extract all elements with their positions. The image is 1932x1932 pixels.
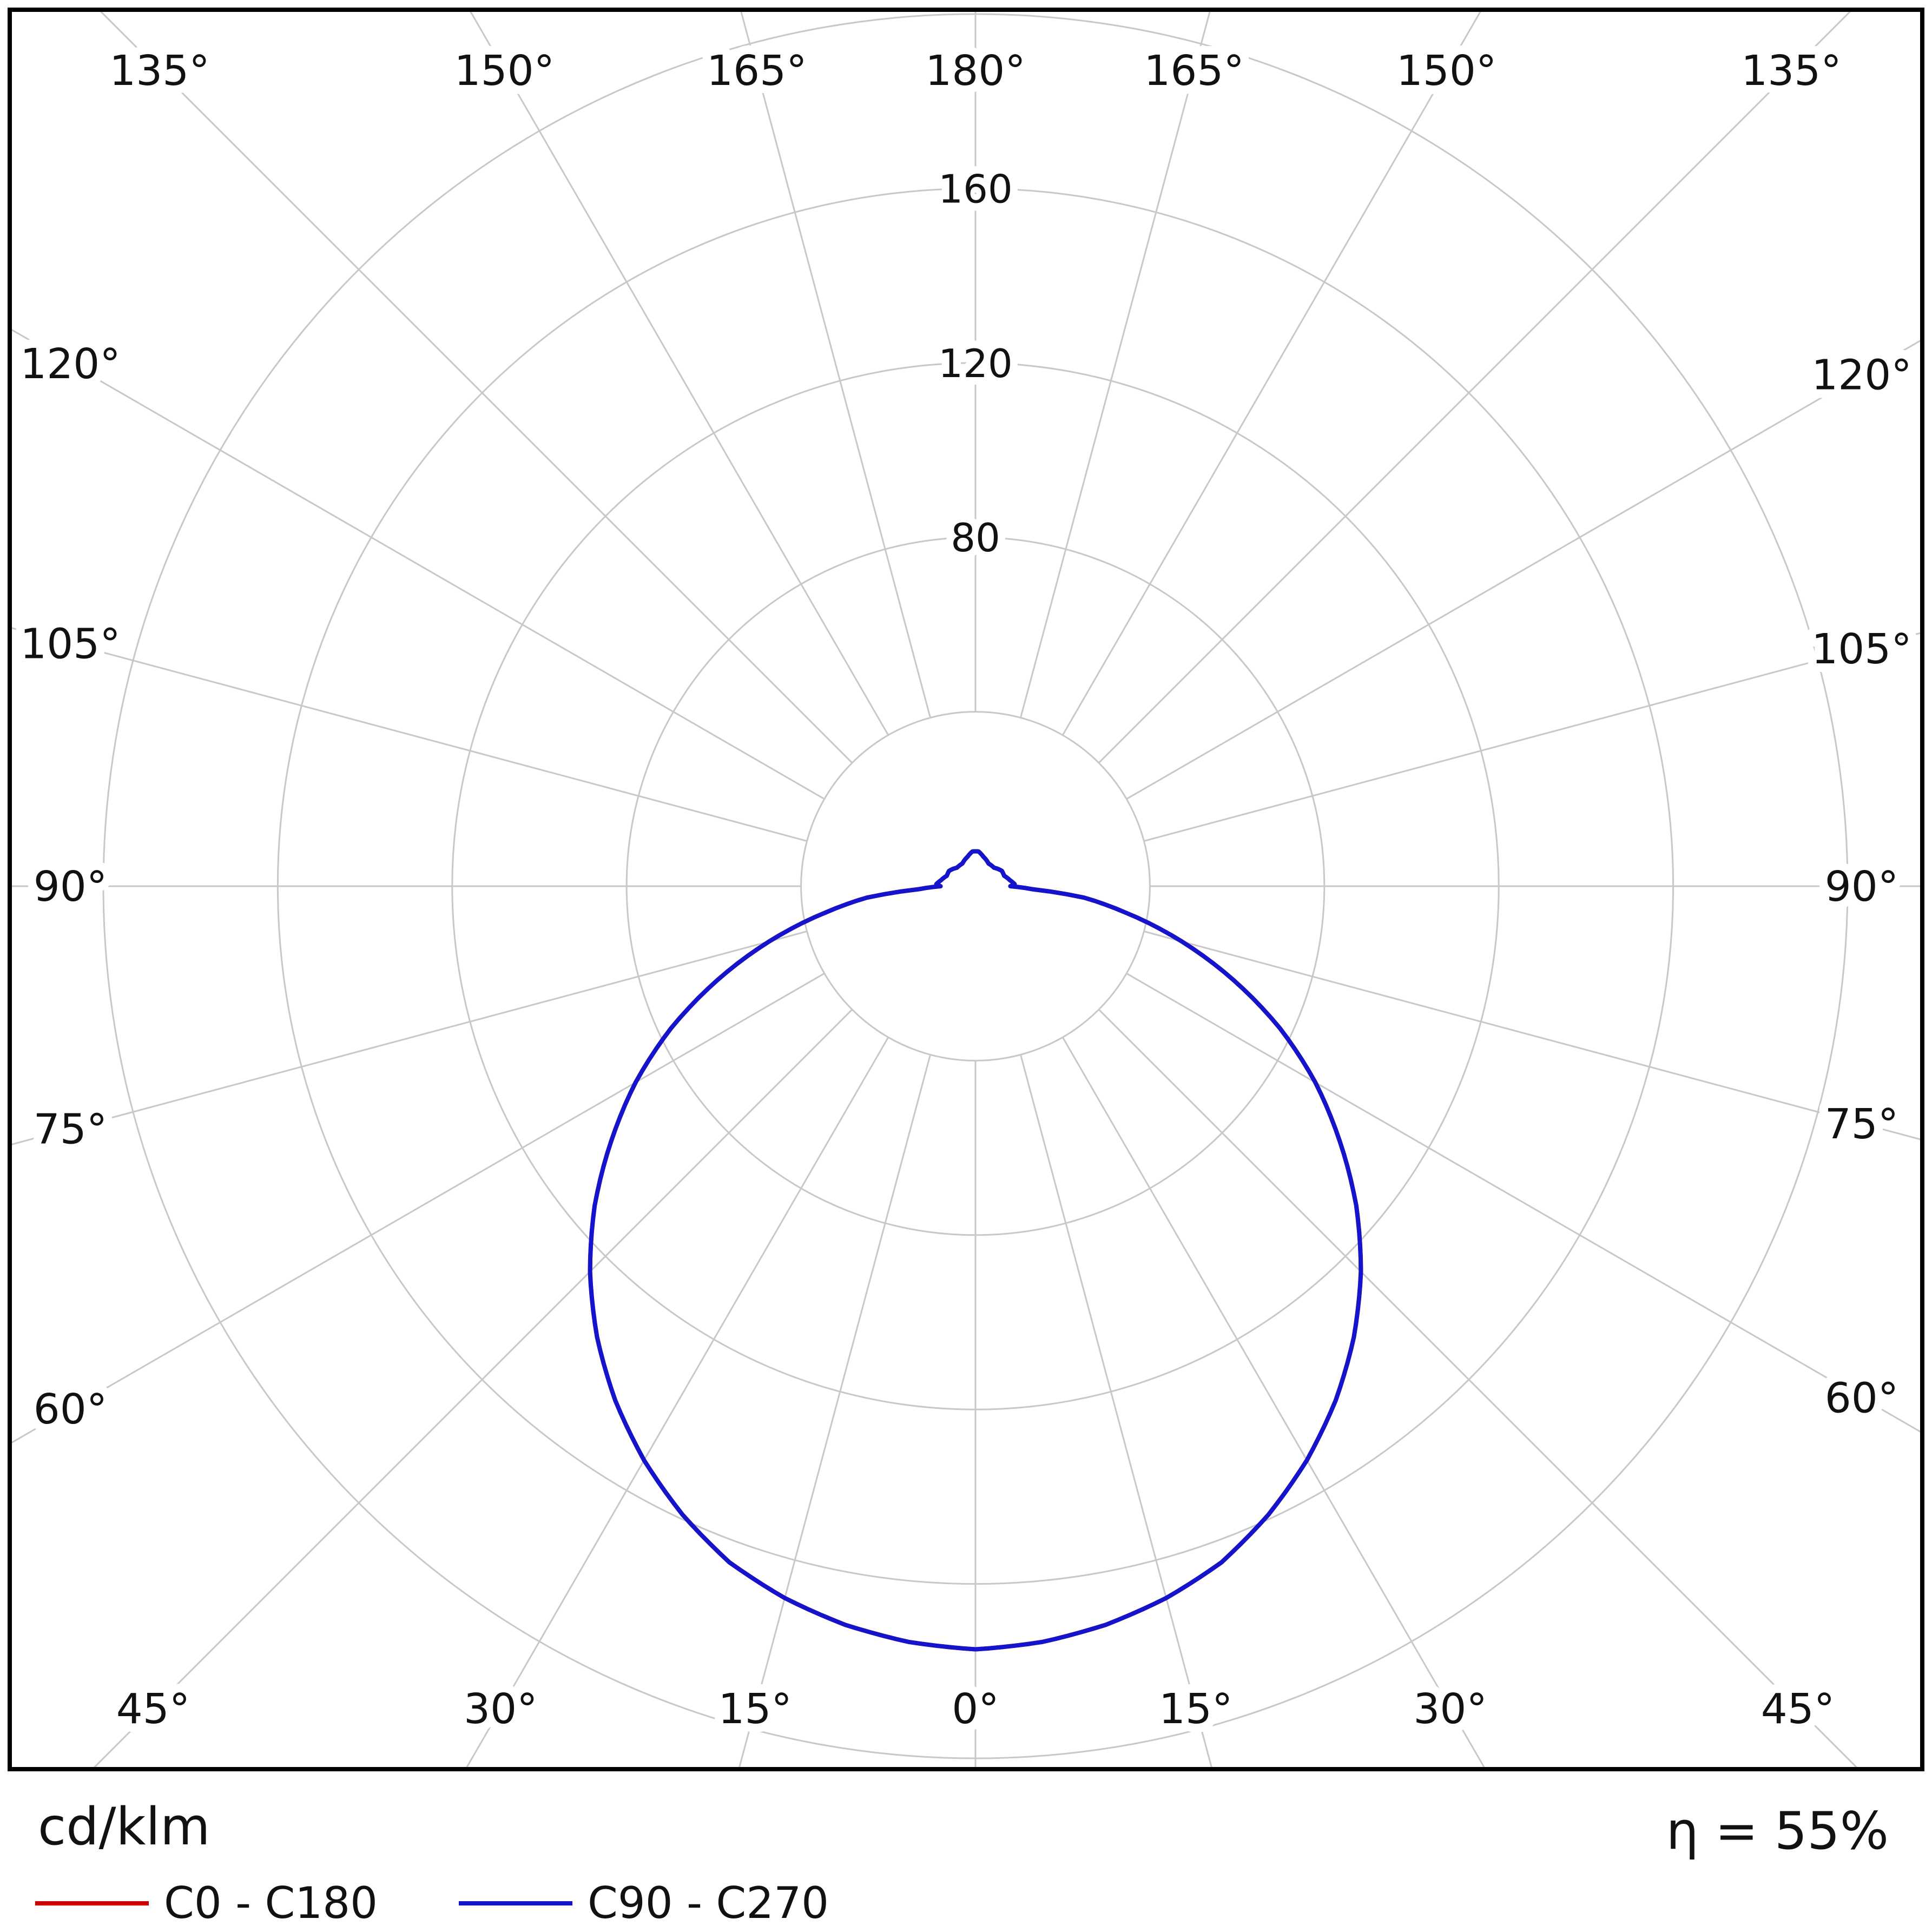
chart-frame bbox=[8, 8, 1924, 1771]
grid-spoke-210 bbox=[470, 12, 889, 736]
legend: C0 - C180 C90 - C270 bbox=[35, 1877, 829, 1929]
angle-label-120-right: 120° bbox=[1811, 351, 1911, 399]
grid-spoke-255 bbox=[12, 627, 807, 842]
angle-label-120-left: 120° bbox=[20, 340, 120, 388]
grid-spoke-30 bbox=[1061, 1037, 1485, 1767]
angle-label-135-left: 135° bbox=[109, 47, 209, 95]
angle-label-75-left: 75° bbox=[34, 1105, 107, 1153]
grid-spoke-330 bbox=[466, 1037, 889, 1767]
ring-label-160: 160 bbox=[938, 166, 1012, 212]
angle-label-90-left: 90° bbox=[34, 863, 107, 911]
angle-label-45-left: 45° bbox=[116, 1685, 190, 1733]
grid-spoke-195 bbox=[740, 12, 932, 718]
angle-label-30-left: 30° bbox=[464, 1685, 537, 1733]
grid-spoke-345 bbox=[738, 1054, 932, 1767]
legend-line-c0-c180 bbox=[35, 1901, 149, 1905]
grid-spoke-15 bbox=[1019, 1054, 1212, 1767]
angle-label-150-right: 150° bbox=[1396, 47, 1496, 95]
grid-spoke-240 bbox=[12, 329, 825, 800]
grid-ring-40 bbox=[800, 711, 1151, 1061]
grid-spoke-285 bbox=[12, 930, 807, 1145]
angle-label-45-right: 45° bbox=[1761, 1685, 1835, 1733]
grid-spoke-45 bbox=[1098, 1008, 1858, 1767]
grid-spoke-120 bbox=[1126, 340, 1920, 800]
grid-spoke-60 bbox=[1126, 972, 1920, 1433]
angle-label-105-right: 105° bbox=[1811, 625, 1911, 674]
angle-label-150-left: 150° bbox=[454, 47, 555, 95]
grid-spoke-135 bbox=[1098, 12, 1851, 764]
angle-label-135-right: 135° bbox=[1741, 47, 1841, 95]
angle-label-75-right: 75° bbox=[1825, 1100, 1898, 1149]
angle-label-90-right: 90° bbox=[1825, 863, 1898, 911]
grid-spoke-105 bbox=[1144, 632, 1920, 842]
unit-label: cd/klm bbox=[38, 1797, 210, 1857]
grid-spoke-75 bbox=[1144, 930, 1920, 1140]
angle-label-0-right: 0° bbox=[952, 1685, 999, 1733]
angle-label-165-right: 165° bbox=[1144, 47, 1244, 95]
grid-spoke-300 bbox=[12, 972, 825, 1443]
angle-label-15-left: 15° bbox=[718, 1685, 792, 1733]
grid-spoke-315 bbox=[93, 1008, 853, 1767]
legend-line-c90-c270 bbox=[459, 1901, 573, 1905]
angle-label-105-left: 105° bbox=[20, 621, 120, 669]
legend-label-c90-c270: C90 - C270 bbox=[588, 1877, 829, 1928]
grid-spoke-150 bbox=[1061, 12, 1481, 736]
ring-label-120: 120 bbox=[938, 341, 1012, 386]
grid-spoke-165 bbox=[1019, 12, 1211, 718]
curve-c90-c270 bbox=[588, 849, 1363, 1652]
angle-label-15-right: 15° bbox=[1159, 1685, 1232, 1733]
angle-label-180-right: 180° bbox=[925, 47, 1025, 95]
ring-label-80: 80 bbox=[951, 515, 1000, 561]
angle-label-165-left: 165° bbox=[707, 47, 807, 95]
angle-label-60-left: 60° bbox=[34, 1386, 107, 1434]
angle-label-60-right: 60° bbox=[1825, 1375, 1898, 1423]
grid-spoke-225 bbox=[100, 12, 853, 764]
grid-labels: 80 120 160 0° 15° 15° 30° 30° 45° 45° 60° 60° 75° 75°… bbox=[11, 38, 1920, 1742]
efficiency-label: η = 55% bbox=[1666, 1802, 1889, 1861]
angle-label-30-right: 30° bbox=[1413, 1685, 1487, 1733]
legend-label-c0-c180: C0 - C180 bbox=[164, 1877, 378, 1928]
